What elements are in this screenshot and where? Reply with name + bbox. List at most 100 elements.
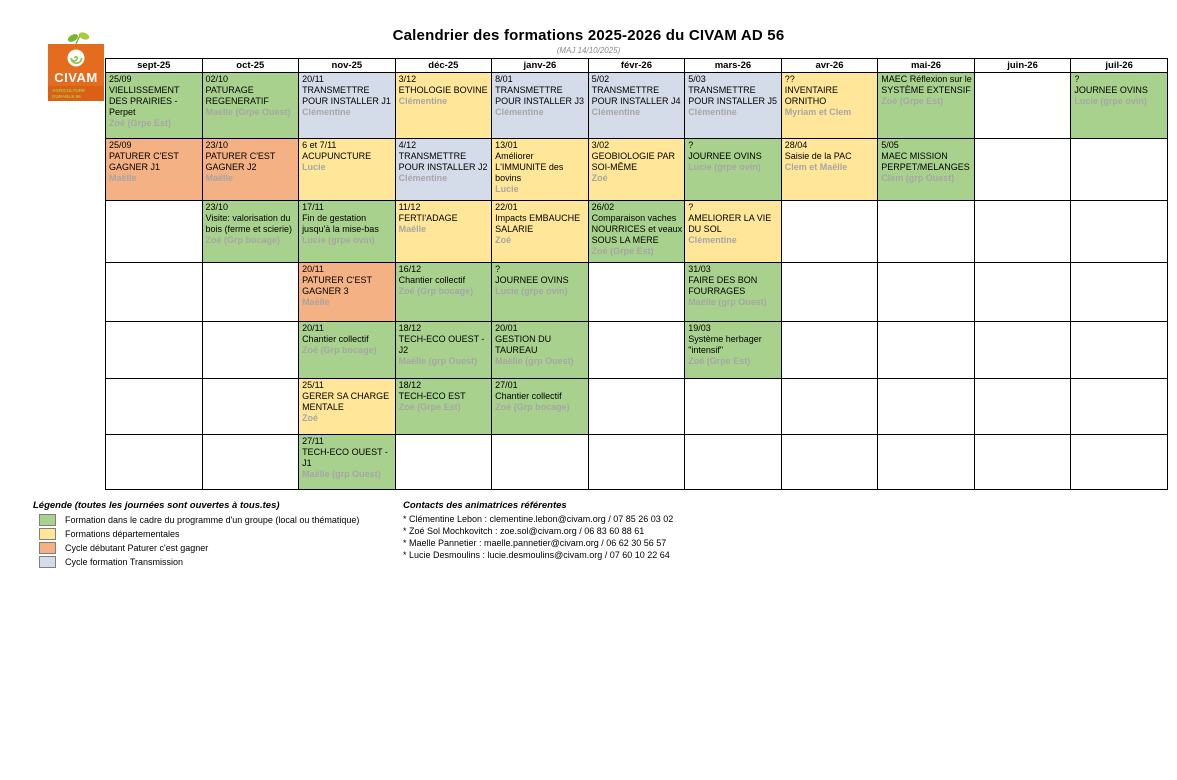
legend-item: Cycle débutant Paturer c'est gagner (39, 542, 403, 554)
empty-cell (973, 321, 1072, 379)
legend-swatch (39, 528, 56, 540)
event-title: Chantier collectif (495, 391, 562, 401)
event-date: 18/12 (398, 380, 422, 390)
event-title: INVENTAIRE ORNITHO (784, 85, 839, 106)
event-cell: 26/02 Comparaison vaches NOURRICES et vea… (587, 200, 686, 263)
event-animator: Zoé (Grpe Est) (881, 96, 944, 106)
event-title: FAIRE DES BON FOURRAGES (688, 275, 758, 296)
legend-item: Formations départementales (39, 528, 403, 540)
month-header: juin-26 (973, 58, 1072, 73)
event-cell: 20/11 PATURER C'EST GAGNER 3 Maëlle (298, 262, 396, 322)
event-title: PATURER C'EST GAGNER J2 (205, 151, 276, 172)
empty-cell (877, 434, 975, 490)
contact-line: * Clémentine Lebon : clementine.lebon@ci… (403, 514, 674, 524)
event-cell: ? JOURNEE OVINS Lucie (grpe ovin) (1070, 72, 1168, 139)
event-date: 27/11 (302, 436, 324, 446)
event-cell: MAEC Réflexion sur le SYSTÈME EXTENSIF Zo… (877, 72, 975, 139)
event-date: 27/01 (495, 380, 518, 390)
event-cell: 27/01 Chantier collectif Zoé (Grp bocage) (491, 378, 589, 435)
event-date: 02/10 (205, 74, 229, 84)
event-date: 23/10 (205, 202, 229, 212)
page-title: Calendrier des formations 2025-2026 du C… (392, 27, 785, 44)
event-cell: 19/03 Système herbager "intensif" Zoé (Grp… (684, 321, 782, 379)
event-cell: 17/11 Fin de gestation jusqu'à la mise-ba… (298, 200, 396, 263)
empty-cell (1070, 138, 1168, 201)
event-animator: Lucie (grpe ovin) (688, 162, 761, 172)
empty-cell (1070, 200, 1168, 263)
empty-cell (877, 262, 975, 322)
month-header: oct-25 (201, 58, 300, 73)
event-date: 26/02 (591, 202, 615, 212)
month-header: févr-26 (587, 58, 686, 73)
event-title: JOURNEE OVINS (495, 275, 569, 285)
empty-cell (201, 434, 300, 490)
event-animator: Zoé (Grpe Est) (591, 246, 654, 256)
event-title: JOURNEE OVINS (1074, 85, 1148, 95)
legend: Légende (toutes les journées sont ouvert… (33, 500, 403, 570)
calendar-row: 23/10 Visite: valorisation du bois (ferme… (105, 200, 1168, 263)
event-date: 23/10 (205, 140, 229, 150)
event-title: GERER SA CHARGE MENTALE (302, 391, 390, 412)
empty-cell (587, 378, 686, 435)
event-cell: 5/02 TRANSMETTRE POUR INSTALLER J4 Clément… (587, 72, 686, 139)
event-cell: 23/10 PATURER C'EST GAGNER J2 Maëlle (201, 138, 300, 201)
event-date: 17/11 (302, 202, 324, 212)
event-date: 20/11 (302, 264, 324, 274)
contact-items: * Clémentine Lebon : clementine.lebon@ci… (403, 514, 743, 560)
empty-cell (973, 200, 1072, 263)
event-date: 3/02 (591, 140, 610, 150)
event-date: 20/01 (495, 323, 518, 333)
event-cell: 6 et 7/11 ACUPUNCTURE Lucie (298, 138, 396, 201)
logo-tagline-line1: AGRICULTURE (52, 88, 85, 93)
event-animator: Lucie (302, 162, 326, 172)
legend-title: Légende (toutes les journées sont ouvert… (33, 500, 280, 511)
event-cell: ? JOURNEE OVINS Lucie (grpe ovin) (684, 138, 782, 201)
legend-swatch (39, 556, 56, 568)
empty-cell (780, 434, 879, 490)
event-title: PATURAGE REGENERATIF (205, 85, 269, 106)
empty-cell (780, 378, 879, 435)
event-animator: Maëlle (205, 173, 234, 183)
month-header: avr-26 (780, 58, 879, 73)
event-date: 22/01 (495, 202, 518, 212)
event-cell: 3/02 GEOBIOLOGIE PAR SOI-MÊME Zoé (587, 138, 686, 201)
calendar-header: sept-25 oct-25 nov-25 déc-25 janv-26 févr-26 m… (105, 58, 1168, 73)
empty-cell (780, 262, 879, 322)
event-cell: 31/03 FAIRE DES BON FOURRAGES Maëlle (grp … (684, 262, 782, 322)
empty-cell (973, 378, 1072, 435)
month-header: déc-25 (394, 58, 493, 73)
month-header-row: sept-25 oct-25 nov-25 déc-25 janv-26 févr-26 m… (105, 58, 1168, 73)
empty-cell (877, 321, 975, 379)
event-animator: Maëlle (grp Ouest) (302, 469, 381, 479)
event-date: ? (688, 202, 694, 212)
event-cell: 11/12 FERTI'ADAGE Maëlle (394, 200, 493, 263)
event-animator: Lucie (grpe ovin) (302, 235, 375, 245)
contact-line: * Maelle Pannetier : maelle.pannetier@ci… (403, 538, 667, 548)
event-animator: Zoé (Grp bocage) (205, 235, 281, 245)
empty-cell (1070, 434, 1168, 490)
event-cell: 5/05 MAEC MISSION PERPET/MELANGES Clem (gr… (877, 138, 975, 201)
legend-label: Cycle débutant Paturer c'est gagner (65, 543, 209, 553)
event-date: 20/11 (302, 323, 324, 333)
empty-cell (780, 200, 879, 263)
legend-label: Formations départementales (65, 529, 180, 539)
event-animator: Zoé (Grpe Est) (398, 402, 461, 412)
event-animator: Clémentine (398, 96, 448, 106)
event-cell: 23/10 Visite: valorisation du bois (ferme… (201, 200, 300, 263)
empty-cell (973, 138, 1072, 201)
empty-cell (1070, 321, 1168, 379)
month-header: sept-25 (105, 58, 203, 73)
event-date: 25/11 (302, 380, 324, 390)
month-header: mai-26 (877, 58, 975, 73)
event-animator: Zoé (591, 173, 608, 183)
event-title: TRANSMETTRE POUR INSTALLER J3 (495, 85, 584, 106)
legend-items: Formation dans le cadre du programme d'u… (33, 514, 403, 568)
event-date: 20/11 (302, 74, 324, 84)
event-cell: 25/11 GERER SA CHARGE MENTALE Zoé (298, 378, 396, 435)
empty-cell (105, 378, 203, 435)
event-animator: Zoé (Grp bocage) (495, 402, 570, 412)
empty-cell (1070, 262, 1168, 322)
event-date: 5/05 (881, 140, 899, 150)
event-title: Système herbager "intensif" (688, 334, 762, 355)
legend-item: Cycle formation Transmission (39, 556, 403, 568)
